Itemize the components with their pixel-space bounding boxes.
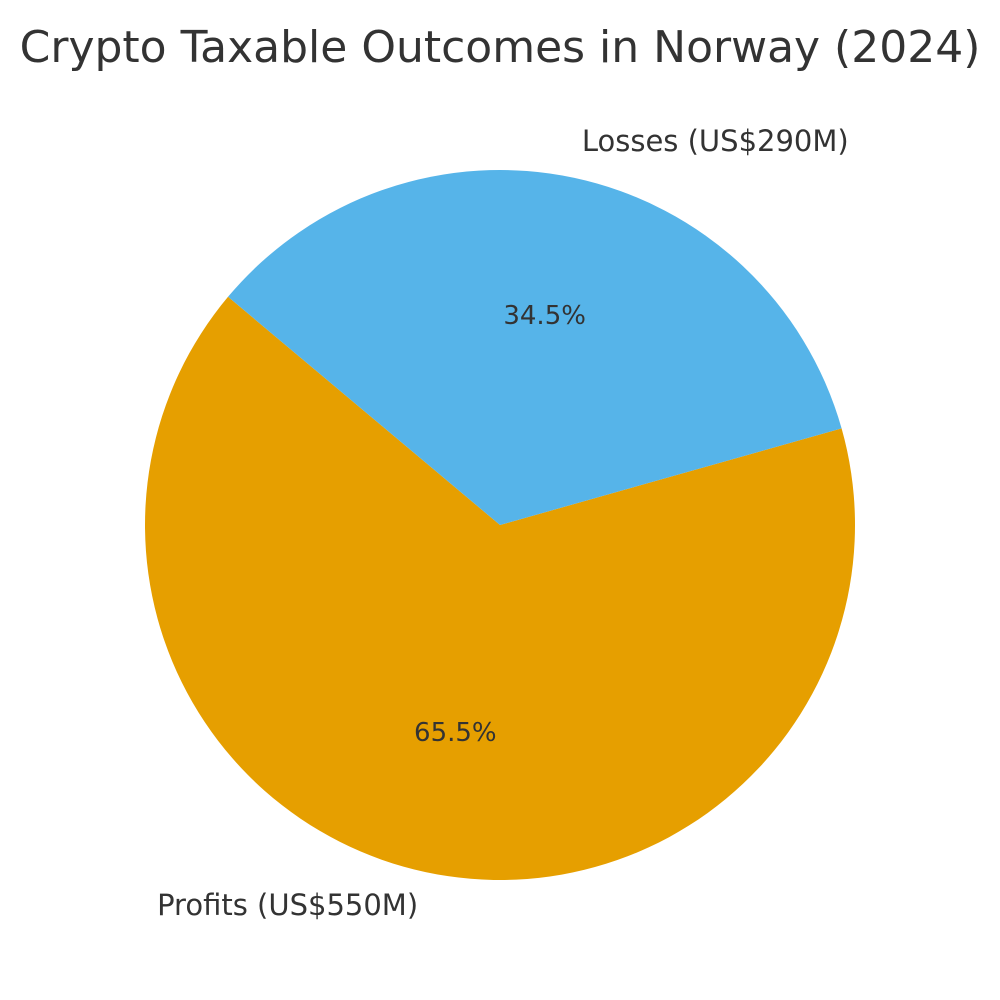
percent-label: 34.5%	[503, 301, 586, 331]
slice-label: Profits (US$550M)	[157, 888, 418, 922]
slice-label: Losses (US$290M)	[582, 124, 849, 158]
chart-title: Crypto Taxable Outcomes in Norway (2024)	[20, 22, 981, 73]
pie-slice	[145, 296, 856, 880]
percent-label: 65.5%	[414, 718, 497, 748]
pie-slice	[228, 169, 842, 525]
